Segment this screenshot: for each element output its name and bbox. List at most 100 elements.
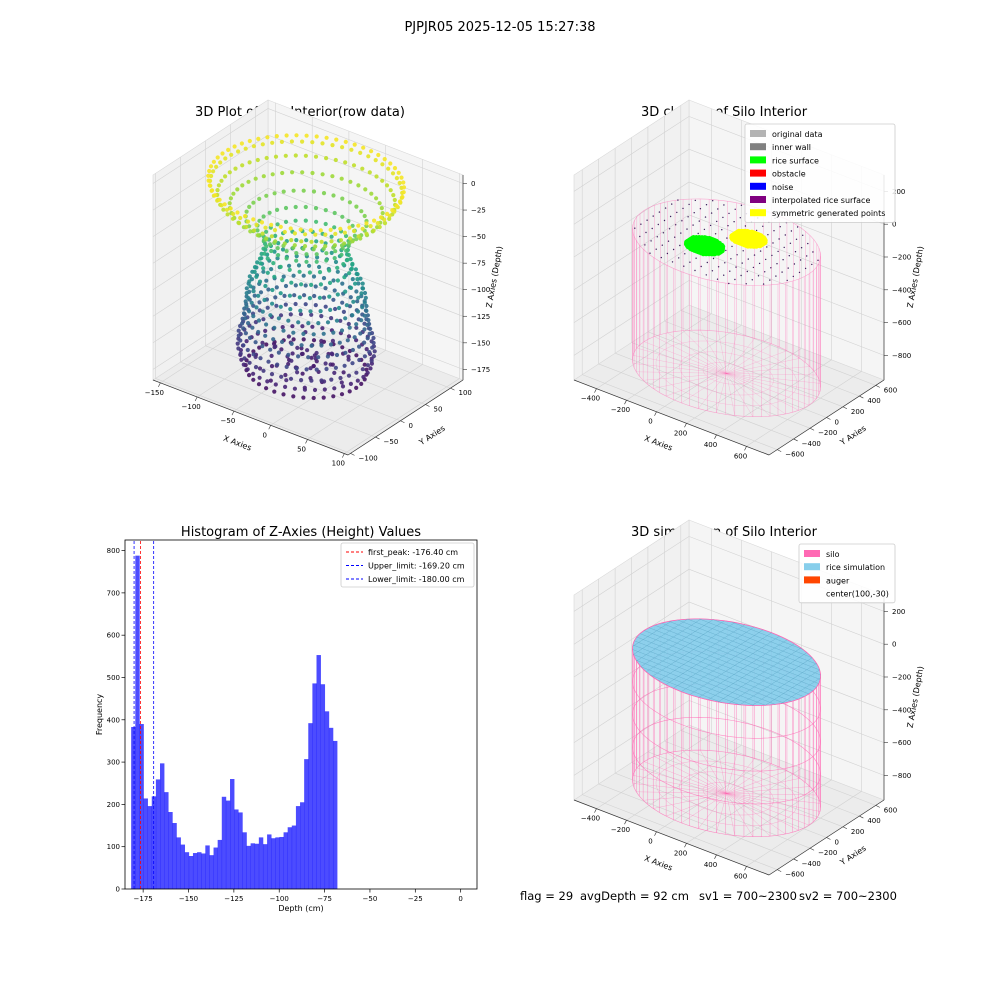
data-point bbox=[314, 359, 319, 364]
data-point bbox=[328, 342, 334, 347]
data-point bbox=[348, 236, 353, 241]
grid-point bbox=[723, 204, 725, 206]
data-point bbox=[283, 302, 288, 307]
data-point bbox=[247, 274, 252, 279]
x-tick-label: −175 bbox=[134, 895, 153, 903]
data-point bbox=[252, 265, 258, 270]
data-point bbox=[261, 174, 266, 179]
data-point bbox=[394, 176, 399, 181]
x-tick-mark bbox=[714, 854, 717, 859]
data-point bbox=[237, 221, 242, 226]
z-tick-label: −800 bbox=[892, 352, 911, 360]
silo-floor-spoke bbox=[726, 373, 810, 406]
data-point bbox=[247, 204, 252, 209]
silo-floor-spoke bbox=[726, 373, 736, 416]
grid-point bbox=[697, 232, 699, 235]
data-point bbox=[294, 366, 299, 371]
data-point bbox=[300, 371, 305, 376]
grid-point bbox=[674, 236, 676, 238]
data-point bbox=[308, 366, 313, 371]
grid-point bbox=[740, 274, 742, 277]
data-point bbox=[250, 325, 255, 330]
data-point bbox=[342, 241, 347, 246]
y-axis-line bbox=[347, 379, 464, 456]
grid-point bbox=[783, 246, 785, 249]
data-point bbox=[358, 150, 363, 155]
y-tick-mark bbox=[425, 404, 430, 407]
data-point bbox=[362, 340, 367, 345]
grid-point bbox=[765, 258, 767, 261]
data-point bbox=[244, 304, 249, 309]
data-point bbox=[268, 347, 273, 352]
z-tick-label: −175 bbox=[471, 366, 490, 374]
data-point bbox=[245, 219, 251, 224]
data-point bbox=[311, 332, 316, 337]
y-tick-label: −600 bbox=[785, 451, 804, 459]
data-point bbox=[318, 228, 323, 233]
z-tick-label: 0 bbox=[471, 180, 475, 188]
data-point bbox=[346, 354, 351, 359]
gridline-y bbox=[680, 105, 876, 386]
data-point bbox=[341, 262, 346, 267]
mesh-line bbox=[698, 639, 788, 698]
gridline-y bbox=[614, 568, 811, 849]
grid-point bbox=[773, 230, 775, 232]
histogram-bar bbox=[267, 834, 272, 889]
data-point bbox=[258, 290, 264, 295]
data-point bbox=[401, 185, 407, 190]
grid-point bbox=[664, 207, 667, 209]
data-point bbox=[347, 325, 352, 330]
data-point bbox=[347, 225, 352, 230]
y-tick-mark bbox=[350, 453, 355, 456]
data-point bbox=[340, 196, 345, 201]
data-point bbox=[331, 330, 336, 335]
grid-point bbox=[682, 207, 684, 210]
data-point bbox=[365, 363, 370, 368]
data-point bbox=[303, 218, 308, 223]
gridline-y bbox=[581, 169, 778, 450]
x-tick-label: 0 bbox=[648, 418, 652, 426]
data-point bbox=[367, 331, 372, 336]
data-point bbox=[256, 382, 262, 387]
data-point bbox=[298, 227, 303, 232]
data-point bbox=[365, 322, 370, 327]
data-point bbox=[298, 312, 303, 317]
data-point bbox=[291, 273, 296, 278]
data-point bbox=[301, 331, 306, 336]
histogram-bar bbox=[238, 812, 243, 889]
z-tick-label: −600 bbox=[892, 739, 911, 747]
x-tick-label: −125 bbox=[224, 895, 243, 903]
data-point bbox=[331, 278, 336, 283]
grid-point bbox=[717, 208, 719, 210]
data-point bbox=[278, 224, 283, 229]
panel-histogram: Histogram of Z-Axies (Height) Values −175… bbox=[95, 525, 478, 913]
grid-point bbox=[793, 263, 796, 265]
legend-frame bbox=[744, 123, 896, 223]
data-point bbox=[278, 304, 283, 309]
histogram-bar bbox=[242, 832, 247, 889]
x-tick-mark bbox=[624, 400, 627, 405]
data-point bbox=[325, 320, 331, 325]
data-point bbox=[283, 384, 288, 389]
x-tick-label: −100 bbox=[182, 403, 201, 411]
data-point bbox=[332, 243, 337, 248]
grid-point bbox=[650, 240, 652, 242]
mesh-line bbox=[687, 618, 820, 671]
data-point bbox=[330, 362, 335, 367]
data-point bbox=[357, 357, 362, 363]
data-point bbox=[352, 233, 357, 238]
silo-floor-spoke bbox=[636, 347, 727, 374]
data-point bbox=[343, 160, 348, 165]
histogram-bar bbox=[201, 853, 206, 889]
y-tick-label: 600 bbox=[884, 806, 897, 814]
data-point bbox=[350, 361, 355, 366]
z-tick-label: −100 bbox=[471, 286, 490, 294]
data-point bbox=[321, 276, 327, 281]
gridline-x bbox=[746, 166, 862, 447]
grid-point bbox=[759, 250, 762, 252]
y-tick-label: 0 bbox=[116, 886, 120, 894]
data-point bbox=[257, 256, 263, 261]
y-axis-label: Y Axies bbox=[838, 424, 868, 448]
data-point bbox=[323, 244, 328, 249]
axes-frame bbox=[124, 539, 478, 890]
